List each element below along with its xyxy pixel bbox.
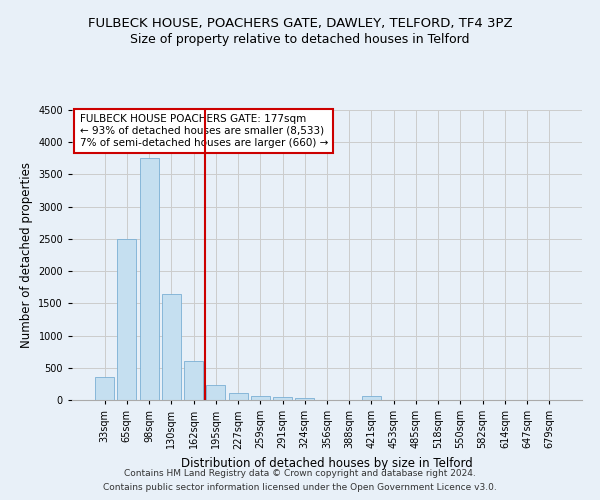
Text: FULBECK HOUSE POACHERS GATE: 177sqm
← 93% of detached houses are smaller (8,533): FULBECK HOUSE POACHERS GATE: 177sqm ← 93…	[80, 114, 328, 148]
Bar	[295, 398, 314, 400]
Bar	[229, 393, 248, 400]
Text: Contains public sector information licensed under the Open Government Licence v3: Contains public sector information licen…	[103, 483, 497, 492]
Text: Size of property relative to detached houses in Telford: Size of property relative to detached ho…	[130, 32, 470, 46]
Y-axis label: Number of detached properties: Number of detached properties	[20, 162, 32, 348]
Bar	[162, 294, 181, 400]
Bar	[206, 385, 225, 400]
Bar	[118, 239, 136, 400]
Bar	[362, 396, 381, 400]
Bar	[140, 158, 158, 400]
Text: FULBECK HOUSE, POACHERS GATE, DAWLEY, TELFORD, TF4 3PZ: FULBECK HOUSE, POACHERS GATE, DAWLEY, TE…	[88, 18, 512, 30]
Bar	[184, 362, 203, 400]
Text: Contains HM Land Registry data © Crown copyright and database right 2024.: Contains HM Land Registry data © Crown c…	[124, 470, 476, 478]
Bar	[95, 377, 114, 400]
Bar	[251, 396, 270, 400]
Bar	[273, 398, 292, 400]
X-axis label: Distribution of detached houses by size in Telford: Distribution of detached houses by size …	[181, 457, 473, 470]
